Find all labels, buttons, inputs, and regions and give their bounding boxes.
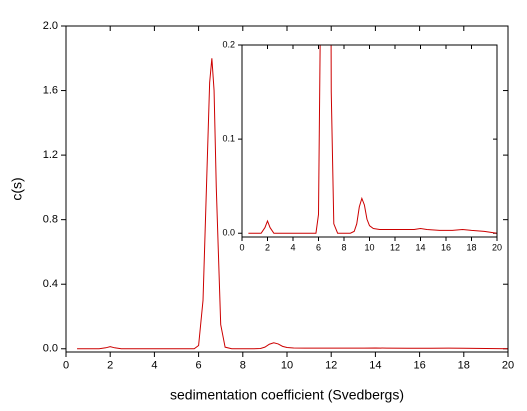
y-tick-label: 0.2 xyxy=(222,39,235,49)
data-line xyxy=(248,45,497,234)
x-tick-label: 12 xyxy=(390,243,400,253)
y-tick-label: 0.1 xyxy=(222,133,235,143)
x-tick-label: 4 xyxy=(151,360,157,372)
plot-frame xyxy=(65,25,509,353)
x-tick-label: 4 xyxy=(290,243,295,253)
data-line xyxy=(77,58,508,350)
x-tick-label: 14 xyxy=(415,243,425,253)
y-tick-label: 1.2 xyxy=(43,149,58,161)
x-tick-label: 18 xyxy=(466,243,476,253)
plot-frame xyxy=(241,44,498,238)
x-tick-label: 2 xyxy=(107,360,113,372)
y-tick-label: 1.6 xyxy=(43,84,58,96)
x-tick-label: 12 xyxy=(325,360,337,372)
x-tick-label: 8 xyxy=(341,243,346,253)
y-axis-label: c(s) xyxy=(9,177,25,200)
plot: 0 2 4 6 8 10 12 14 16 18 20 0.0 0.1 0.2 xyxy=(222,39,502,253)
x-tick-label: 0 xyxy=(239,243,244,253)
plot: 0 2 4 6 8 10 12 14 16 18 200.00.40.81.21.62.0sedim… xyxy=(9,20,514,403)
y-tick-label: 0.4 xyxy=(43,278,58,290)
x-tick-label: 16 xyxy=(441,243,451,253)
x-tick-label: 6 xyxy=(196,360,202,372)
x-tick-label: 10 xyxy=(364,243,374,253)
inset-background xyxy=(242,45,497,237)
y-tick-label: 0.0 xyxy=(43,343,58,355)
x-tick-label: 14 xyxy=(369,360,381,372)
x-tick-label: 0 xyxy=(63,360,69,372)
x-tick-label: 6 xyxy=(316,243,321,253)
y-tick-label: 0.0 xyxy=(222,228,235,238)
x-tick-label: 18 xyxy=(458,360,470,372)
y-tick-label: 2.0 xyxy=(43,20,58,32)
x-tick-label: 2 xyxy=(265,243,270,253)
x-tick-label: 8 xyxy=(240,360,246,372)
y-tick-label: 0.8 xyxy=(43,214,58,226)
x-tick-label: 16 xyxy=(413,360,425,372)
x-axis-label: sedimentation coefficient (Svedbergs) xyxy=(170,387,404,403)
x-tick-label: 10 xyxy=(281,360,293,372)
x-tick-label: 20 xyxy=(502,360,514,372)
x-tick-label: 20 xyxy=(492,243,502,253)
